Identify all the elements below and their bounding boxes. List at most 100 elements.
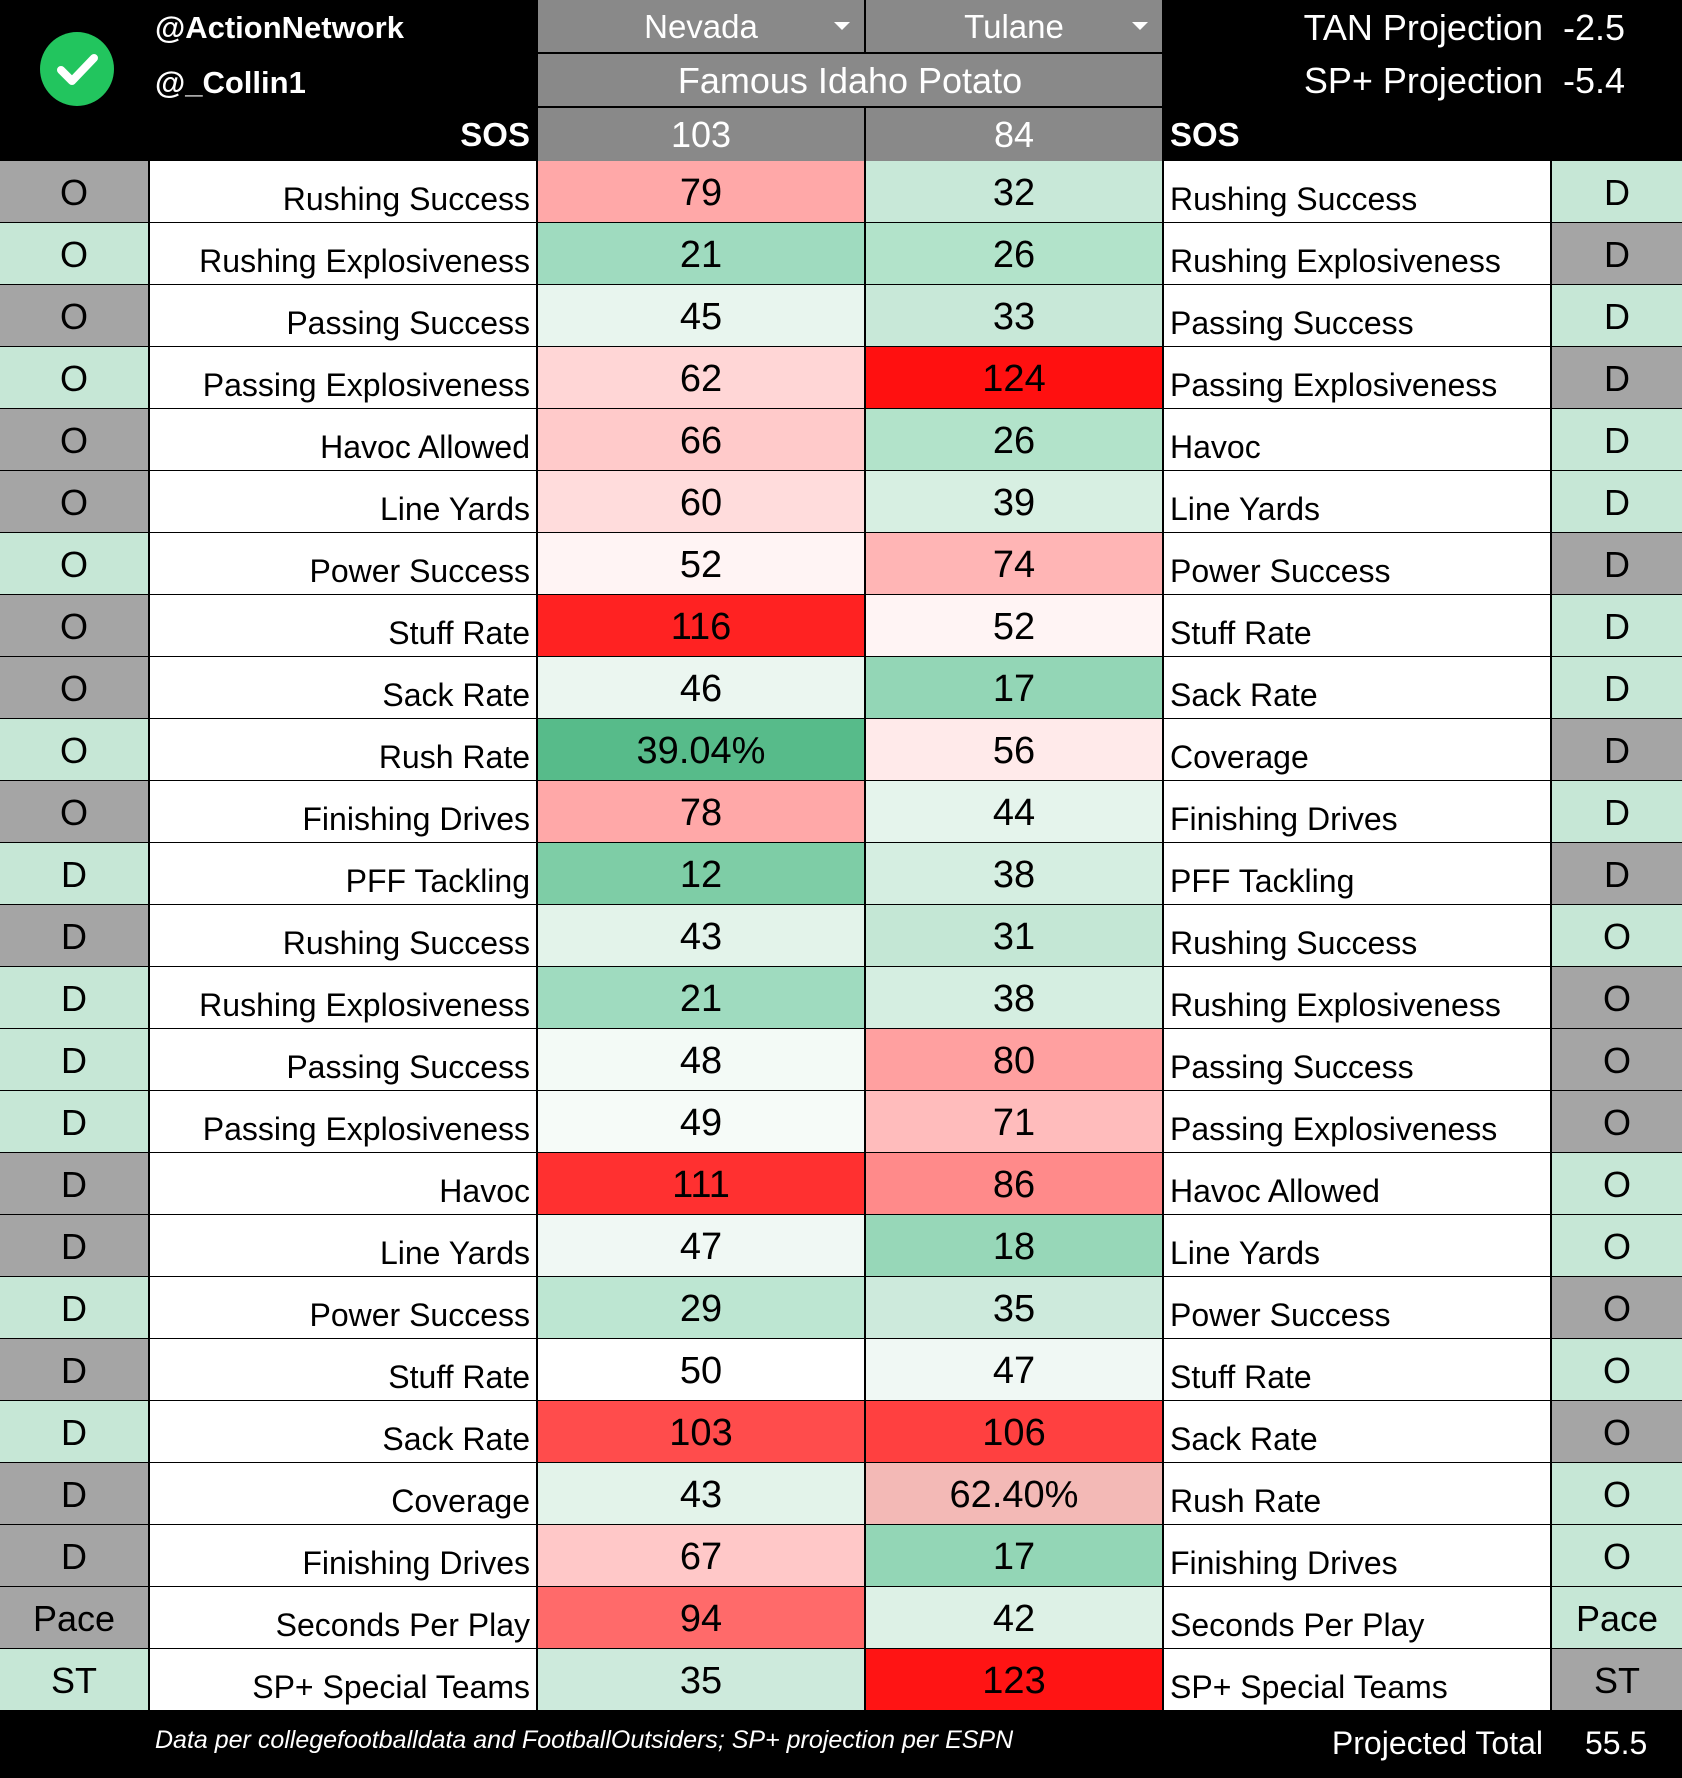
row-unit-tag-right: O (1552, 1463, 1682, 1524)
tulane-rank: 86 (866, 1153, 1162, 1214)
row-metric-left: Passing Success (150, 1029, 536, 1090)
row-unit-tag-left: O (0, 471, 148, 532)
row-unit-tag-left: D (0, 1277, 148, 1338)
row-unit-tag-right: D (1552, 533, 1682, 594)
table-row: D Coverage 43 62.40% Rush Rate O (0, 1463, 1682, 1525)
row-unit-tag-right: D (1552, 719, 1682, 780)
nevada-rank: 29 (538, 1277, 864, 1338)
row-metric-left: Finishing Drives (150, 1525, 536, 1586)
row-unit-tag-left: D (0, 1091, 148, 1152)
row-metric-left: Rush Rate (150, 719, 536, 780)
table-row: O Havoc Allowed 66 26 Havoc D (0, 409, 1682, 471)
row-unit-tag-right: D (1552, 223, 1682, 284)
row-metric-right: Rushing Explosiveness (1164, 223, 1550, 284)
row-unit-tag-left: O (0, 533, 148, 594)
table-row: D Sack Rate 103 106 Sack Rate O (0, 1401, 1682, 1463)
nevada-rank: 45 (538, 285, 864, 346)
row-metric-left: Passing Success (150, 285, 536, 346)
row-metric-left: Rushing Explosiveness (150, 223, 536, 284)
row-unit-tag-left: ST (0, 1649, 148, 1710)
tulane-rank: 47 (866, 1339, 1162, 1400)
nevada-rank: 52 (538, 533, 864, 594)
nevada-rank: 66 (538, 409, 864, 470)
nevada-rank: 79 (538, 161, 864, 222)
tan-projection-value: -2.5 (1563, 7, 1626, 48)
data-source-note: Data per collegefootballdata and Footbal… (155, 1726, 1014, 1754)
projected-total-value: 55.5 (1585, 1725, 1648, 1761)
nevada-rank: 111 (538, 1153, 864, 1214)
table-row: ST SP+ Special Teams 35 123 SP+ Special Team… (0, 1649, 1682, 1711)
row-unit-tag-left: D (0, 967, 148, 1028)
row-metric-left: Line Yards (150, 471, 536, 532)
tulane-rank: 56 (866, 719, 1162, 780)
row-metric-right: Stuff Rate (1164, 1339, 1550, 1400)
row-unit-tag-left: O (0, 657, 148, 718)
table-row: D Line Yards 47 18 Line Yards O (0, 1215, 1682, 1277)
row-metric-right: Passing Success (1164, 285, 1550, 346)
table-row: D Finishing Drives 67 17 Finishing Drives O (0, 1525, 1682, 1587)
nevada-rank: 94 (538, 1587, 864, 1648)
tulane-rank: 38 (866, 967, 1162, 1028)
row-unit-tag-left: O (0, 781, 148, 842)
row-metric-right: Stuff Rate (1164, 595, 1550, 656)
nevada-rank: 21 (538, 967, 864, 1028)
footer: Data per collegefootballdata and Footbal… (0, 1711, 1682, 1778)
row-unit-tag-left: O (0, 595, 148, 656)
row-metric-right: Rushing Success (1164, 161, 1550, 222)
row-unit-tag-right: D (1552, 471, 1682, 532)
row-metric-right: Passing Explosiveness (1164, 1091, 1550, 1152)
nevada-rank: 103 (538, 1401, 864, 1462)
row-unit-tag-right: D (1552, 409, 1682, 470)
row-metric-left: Stuff Rate (150, 595, 536, 656)
team-select-right[interactable]: Tulane (866, 0, 1162, 52)
row-unit-tag-right: D (1552, 657, 1682, 718)
row-unit-tag-left: D (0, 905, 148, 966)
row-metric-left: Sack Rate (150, 657, 536, 718)
row-unit-tag-left: O (0, 161, 148, 222)
tulane-rank: 26 (866, 409, 1162, 470)
row-metric-left: Havoc (150, 1153, 536, 1214)
tulane-rank: 17 (866, 657, 1162, 718)
team-select-left[interactable]: Nevada (538, 0, 864, 52)
row-unit-tag-right: D (1552, 285, 1682, 346)
row-metric-left: Passing Explosiveness (150, 347, 536, 408)
table-row: D Havoc 111 86 Havoc Allowed O (0, 1153, 1682, 1215)
sos-label-right: SOS (1170, 116, 1240, 153)
row-unit-tag-left: D (0, 1463, 148, 1524)
row-metric-left: Rushing Explosiveness (150, 967, 536, 1028)
row-unit-tag-right: O (1552, 1029, 1682, 1090)
sp-projection-label: SP+ Projection (1303, 60, 1543, 101)
nevada-rank: 60 (538, 471, 864, 532)
nevada-rank: 43 (538, 905, 864, 966)
tulane-rank: 106 (866, 1401, 1162, 1462)
row-metric-left: Power Success (150, 1277, 536, 1338)
team-right-label: Tulane (964, 8, 1064, 45)
table-row: O Power Success 52 74 Power Success D (0, 533, 1682, 595)
tulane-rank: 17 (866, 1525, 1162, 1586)
row-unit-tag-right: D (1552, 347, 1682, 408)
table-row: D Rushing Explosiveness 21 38 Rushing Explos… (0, 967, 1682, 1029)
nevada-rank: 67 (538, 1525, 864, 1586)
tulane-rank: 44 (866, 781, 1162, 842)
tulane-rank: 124 (866, 347, 1162, 408)
row-metric-right: Power Success (1164, 533, 1550, 594)
row-metric-right: Power Success (1164, 1277, 1550, 1338)
row-metric-right: Finishing Drives (1164, 781, 1550, 842)
row-metric-right: Rushing Explosiveness (1164, 967, 1550, 1028)
row-unit-tag-right: O (1552, 1153, 1682, 1214)
tulane-rank: 33 (866, 285, 1162, 346)
table-row: D Stuff Rate 50 47 Stuff Rate O (0, 1339, 1682, 1401)
row-unit-tag-left: D (0, 843, 148, 904)
row-unit-tag-right: D (1552, 161, 1682, 222)
nevada-rank: 46 (538, 657, 864, 718)
caret-down-icon (1132, 22, 1148, 30)
nevada-rank: 39.04% (538, 719, 864, 780)
row-metric-right: Rush Rate (1164, 1463, 1550, 1524)
row-metric-left: Havoc Allowed (150, 409, 536, 470)
row-metric-right: SP+ Special Teams (1164, 1649, 1550, 1710)
row-unit-tag-left: D (0, 1153, 148, 1214)
handle-action-network: @ActionNetwork (155, 10, 404, 45)
row-unit-tag-left: O (0, 223, 148, 284)
nevada-rank: 78 (538, 781, 864, 842)
row-unit-tag-right: O (1552, 1091, 1682, 1152)
